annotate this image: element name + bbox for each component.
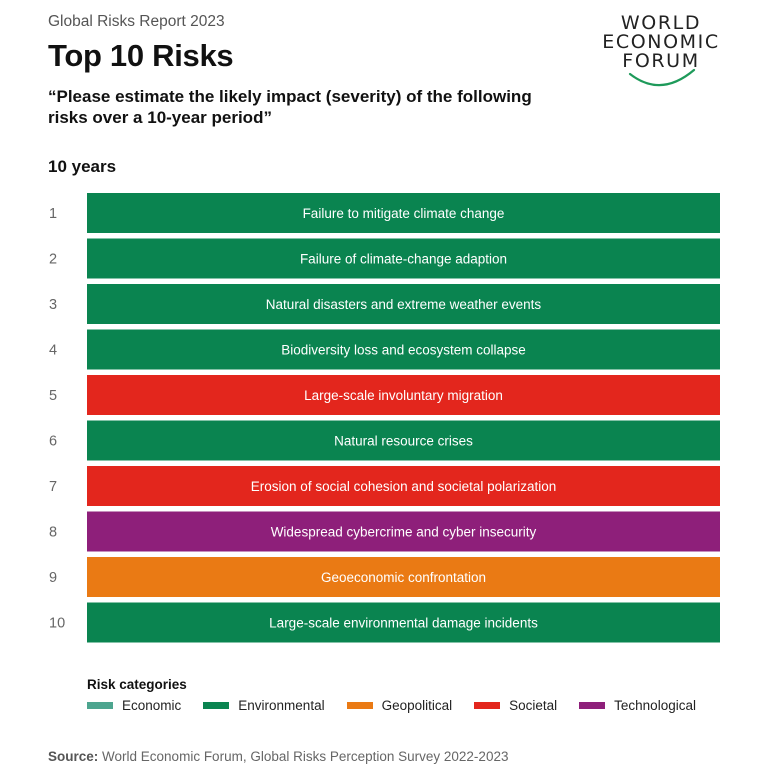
- risk-ranking-chart: 1 Failure to mitigate climate change 2 Fail…: [49, 193, 720, 643]
- logo-line-forum: FORUM: [622, 50, 700, 72]
- legend-item: Economic: [87, 698, 181, 713]
- risk-bar: [87, 375, 720, 415]
- risk-bar: [87, 557, 720, 597]
- risk-label: Large-scale involuntary migration: [304, 388, 503, 403]
- risk-bar: [87, 420, 720, 461]
- legend-swatch: [87, 702, 113, 709]
- rank-number: 8: [49, 525, 57, 541]
- source-note: Source: World Economic Forum, Global Ris…: [48, 749, 508, 764]
- legend-item: Geopolitical: [346, 698, 453, 713]
- page-title: Top 10 Risks: [48, 38, 234, 73]
- risk-bar: [87, 329, 720, 370]
- risk-bar: [87, 193, 720, 233]
- logo-arc-icon: [628, 68, 696, 87]
- rank-number: 3: [49, 297, 57, 313]
- rank-number: 6: [49, 434, 57, 450]
- rank-number: 7: [49, 479, 57, 495]
- risk-bar: [87, 284, 720, 324]
- wef-logo: WORLD ECONOMIC FORUM: [596, 12, 726, 90]
- rank-number: 4: [49, 343, 57, 359]
- legend-label: Geopolitical: [381, 698, 453, 713]
- time-horizon-label: 10 years: [48, 157, 117, 176]
- risk-label: Failure of climate-change adaption: [300, 252, 507, 267]
- risk-bar: [87, 511, 720, 552]
- legend-swatch: [579, 702, 606, 709]
- legend-swatch: [203, 702, 230, 709]
- legend-label: Technological: [614, 698, 696, 713]
- risk-bar: [87, 602, 720, 643]
- risk-label: Biodiversity loss and ecosystem collapse: [281, 343, 526, 358]
- risk-bar: [87, 238, 720, 279]
- rank-number: 1: [49, 206, 57, 222]
- risk-label: Geoeconomic confrontation: [321, 570, 486, 585]
- risk-bar: [87, 466, 720, 506]
- legend-swatch: [346, 702, 373, 709]
- legend: Economic Environmental Geopolitical Societa…: [87, 698, 718, 713]
- risk-label: Large-scale environmental damage inciden…: [269, 616, 538, 631]
- rank-number: 5: [49, 388, 57, 404]
- legend-title: Risk categories: [87, 677, 187, 692]
- source-label: Source:: [48, 749, 99, 764]
- legend-item: Societal: [474, 698, 557, 713]
- source-text: World Economic Forum, Global Risks Perce…: [102, 749, 509, 764]
- legend-swatch: [474, 702, 501, 709]
- survey-question: “Please estimate the likely impact (seve…: [48, 87, 532, 127]
- risk-label: Erosion of social cohesion and societal …: [251, 479, 556, 494]
- rank-number: 2: [49, 252, 57, 268]
- report-name: Global Risks Report 2023: [48, 13, 225, 30]
- risk-label: Widespread cybercrime and cyber insecuri…: [271, 525, 537, 540]
- rank-number: 9: [49, 570, 57, 586]
- legend-label: Societal: [509, 698, 558, 713]
- legend-item: Technological: [579, 698, 696, 713]
- risk-label: Natural resource crises: [334, 434, 473, 449]
- legend-label: Environmental: [238, 698, 325, 713]
- logo-line-world: WORLD: [620, 12, 702, 34]
- logo-line-economic: ECONOMIC: [602, 31, 720, 53]
- risk-label: Natural disasters and extreme weather ev…: [266, 297, 542, 312]
- legend-item: Environmental: [203, 698, 325, 713]
- legend-label: Economic: [122, 698, 182, 713]
- rank-number: 10: [49, 616, 65, 632]
- risk-label: Failure to mitigate climate change: [303, 206, 505, 221]
